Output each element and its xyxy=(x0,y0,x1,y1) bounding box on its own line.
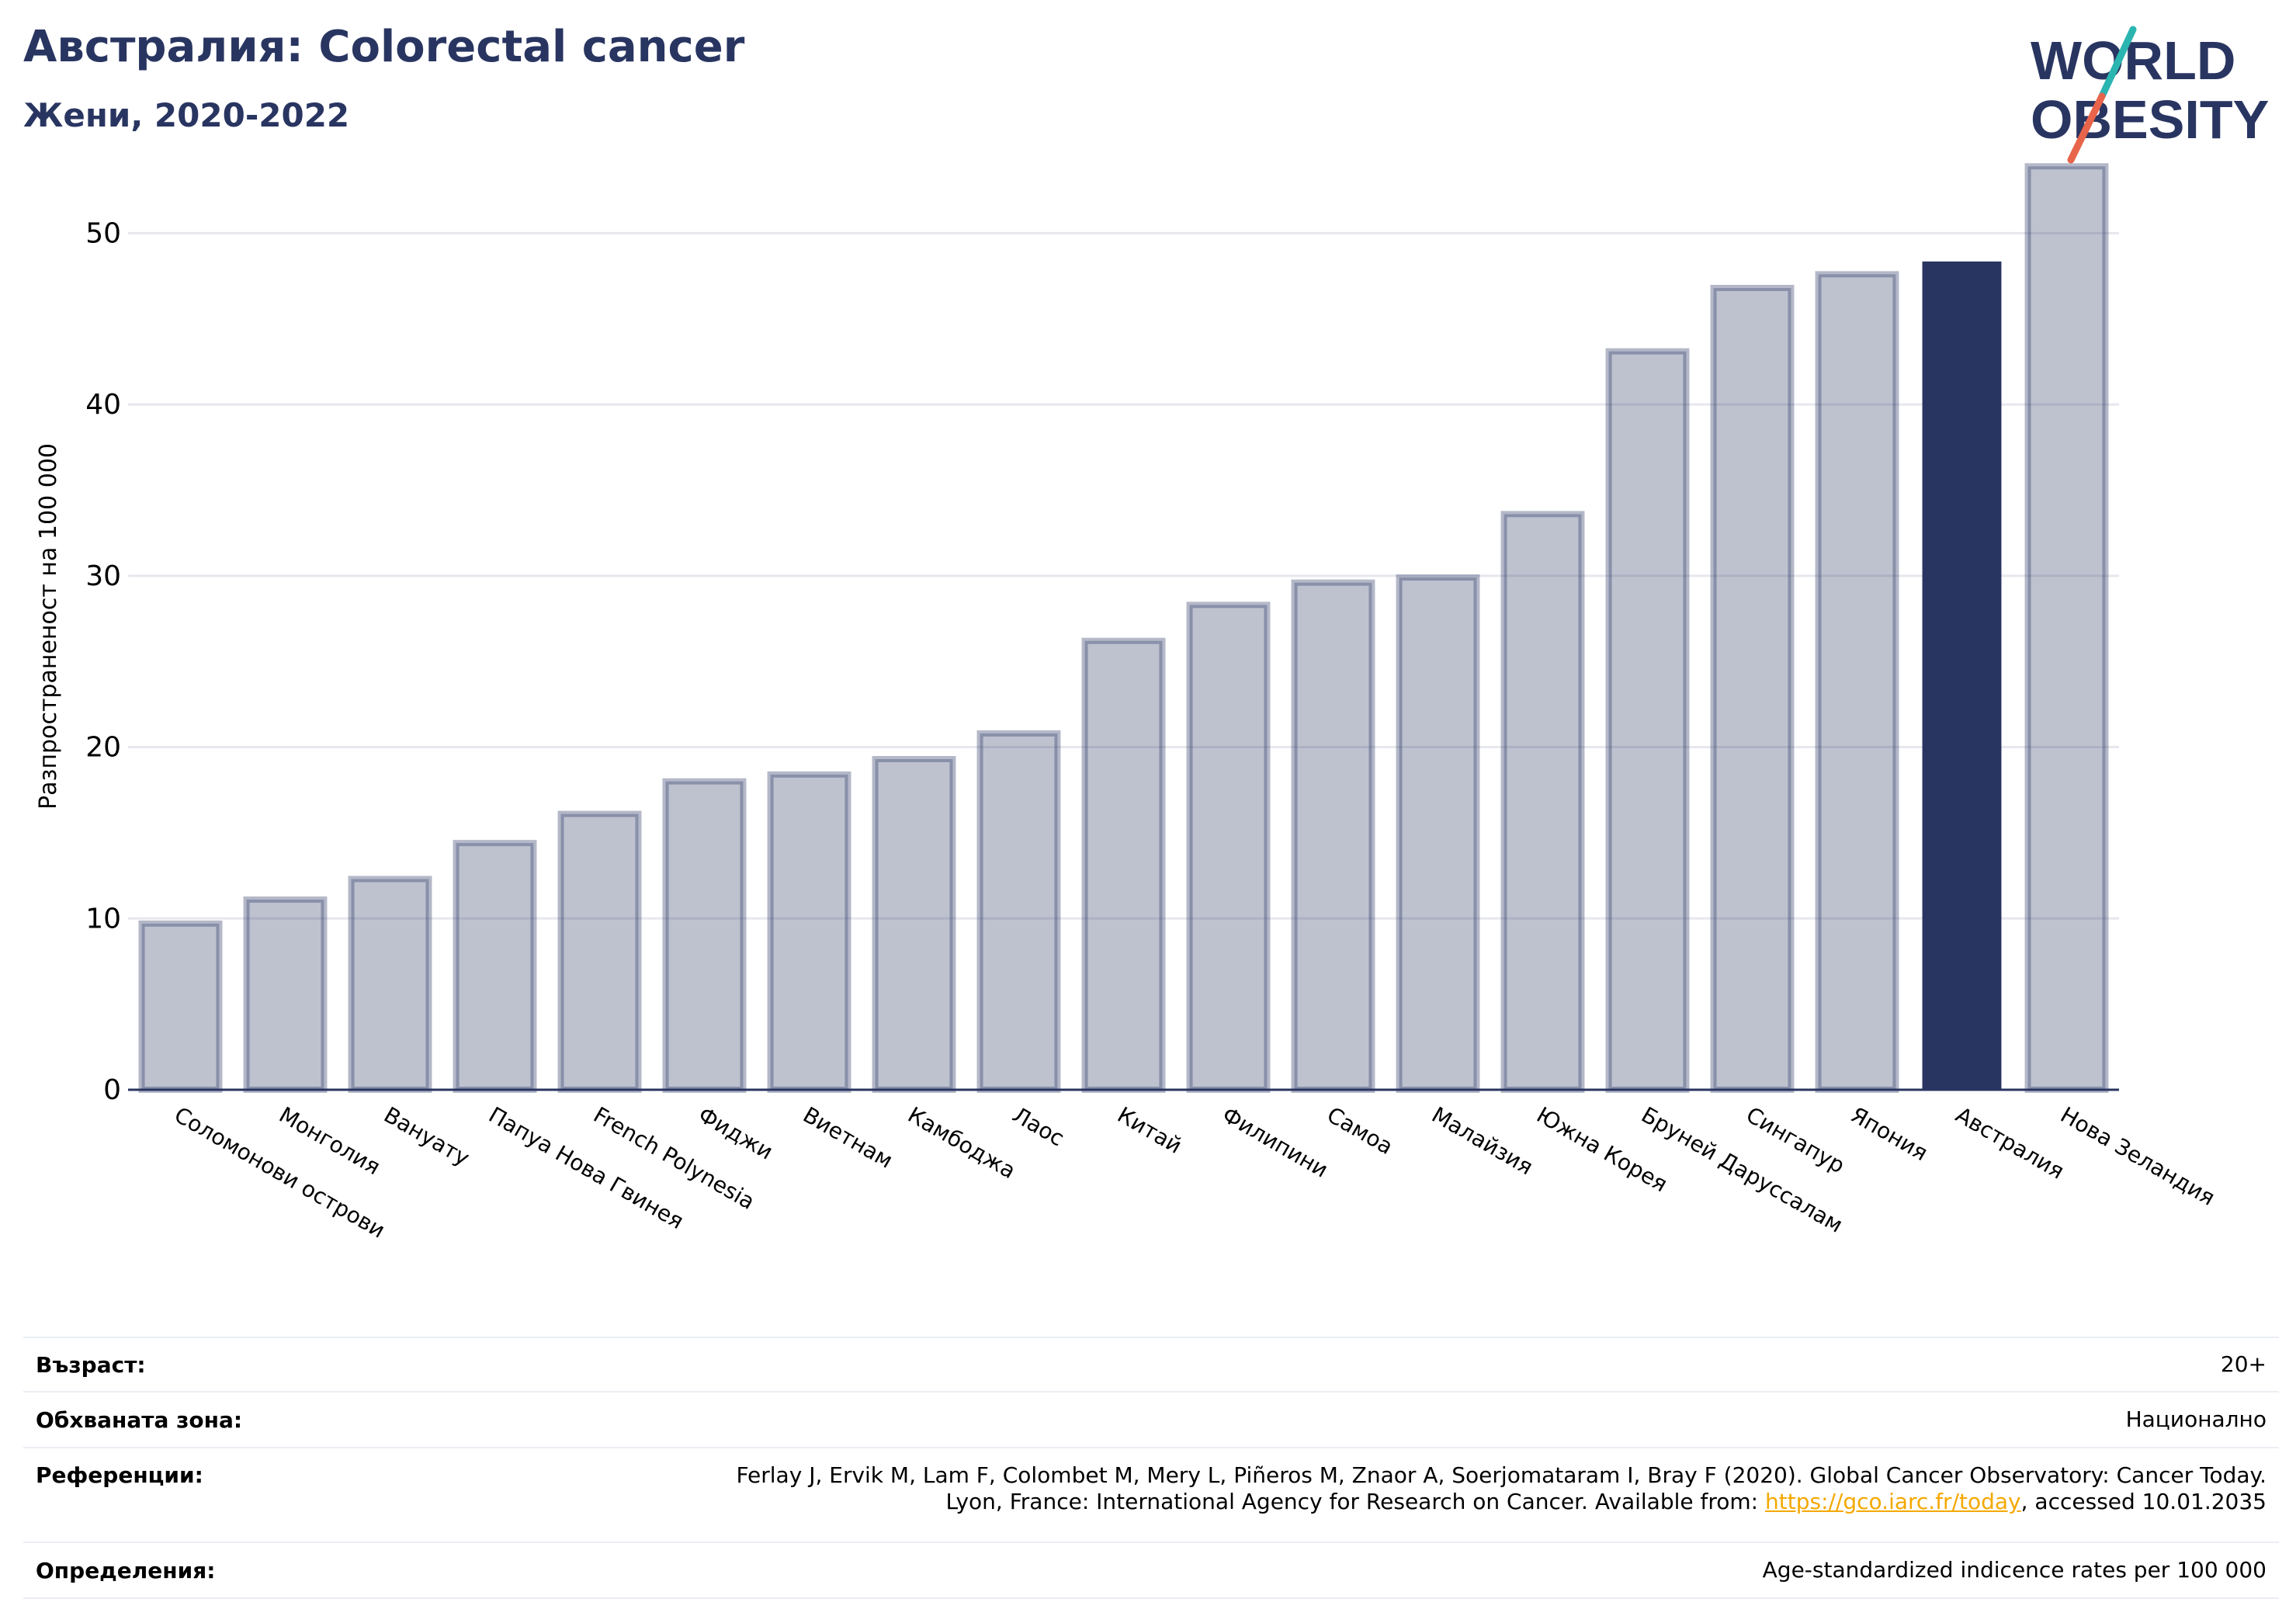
x-tick-label: Папуа Нова Гвинея xyxy=(484,1101,688,1234)
x-tick-label: Вануату xyxy=(380,1101,474,1170)
x-tick-label: Австралия xyxy=(1951,1101,2069,1184)
bar-9 xyxy=(976,730,1061,1093)
bar-2 xyxy=(243,896,328,1093)
bar-1 xyxy=(138,920,223,1093)
bar-11 xyxy=(1186,602,1271,1093)
bar-8 xyxy=(872,755,956,1093)
bar-16 xyxy=(1710,284,1795,1094)
bar-15 xyxy=(1605,348,1690,1093)
bar-5 xyxy=(557,810,642,1094)
y-tick-label: 20 xyxy=(85,732,121,764)
x-tick-label: Фиджи xyxy=(694,1101,778,1164)
y-axis-label: Разпространеност на 100 000 xyxy=(35,443,62,810)
info-table: Възраст: 20+ Обхваната зона: Национално … xyxy=(23,1337,2279,1599)
x-tick-label: Самоа xyxy=(1323,1101,1397,1160)
logo-word-world: WORLD xyxy=(2031,30,2235,91)
info-row-definitions: Определения: Age-standardized indicence … xyxy=(23,1542,2279,1599)
x-tick-label: Китай xyxy=(1113,1101,1186,1158)
info-row-age: Възраст: 20+ xyxy=(23,1337,2279,1392)
bar-6 xyxy=(662,778,747,1093)
y-tick-label: 40 xyxy=(85,389,121,421)
grid-lines xyxy=(128,231,2119,920)
x-tick-label: Филипини xyxy=(1218,1101,1333,1182)
coverage-label: Обхваната зона: xyxy=(23,1391,316,1448)
x-tick-label: Лаос xyxy=(1008,1101,1069,1151)
bar-19 xyxy=(2024,163,2109,1093)
definitions-label: Определения: xyxy=(23,1542,316,1599)
bar-7 xyxy=(767,771,851,1093)
x-tick-label: Камбоджа xyxy=(903,1101,1020,1184)
info-row-references: Референции: Ferlay J, Ervik M, Lam F, Co… xyxy=(23,1447,2279,1543)
bar-14 xyxy=(1500,511,1585,1093)
definitions-value: Age-standardized indicence rates per 100… xyxy=(315,1542,2279,1599)
y-tick-label: 50 xyxy=(85,217,121,249)
bar-3 xyxy=(348,876,432,1094)
page-subtitle: Жени, 2020-2022 xyxy=(23,96,350,134)
info-row-coverage: Обхваната зона: Национално xyxy=(23,1391,2279,1448)
references-line2: Lyon, France: International Agency for R… xyxy=(328,1489,2267,1515)
bars xyxy=(138,163,2109,1094)
references-link[interactable]: https://gco.iarc.fr/today xyxy=(1765,1489,2021,1514)
logo-word-obesity: OBESITY xyxy=(2031,89,2269,150)
bar-12 xyxy=(1291,579,1375,1093)
age-label: Възраст: xyxy=(23,1337,316,1392)
references-label: Референции: xyxy=(23,1447,316,1543)
bar-10 xyxy=(1081,637,1166,1093)
bar-chart: 0 10 20 30 40 50 Соломонови островиМонголияВа… xyxy=(35,163,2219,1243)
age-value: 20+ xyxy=(315,1337,2279,1392)
bar-18 xyxy=(1922,261,2002,1091)
references-line2-prefix: Lyon, France: International Agency for R… xyxy=(945,1489,1765,1514)
y-tick-label: 0 xyxy=(103,1074,121,1106)
references-line1: Ferlay J, Ervik M, Lam F, Colombet M, Me… xyxy=(736,1462,2267,1488)
x-tick-label: Япония xyxy=(1847,1101,1932,1166)
x-tick-label: Малайзия xyxy=(1427,1101,1538,1180)
references-value: Ferlay J, Ervik M, Lam F, Colombet M, Me… xyxy=(315,1447,2279,1543)
references-line2-suffix: , accessed 10.01.2035 xyxy=(2020,1489,2267,1514)
logo-slash-bottom xyxy=(2067,92,2106,164)
coverage-value: Национално xyxy=(315,1391,2279,1448)
world-obesity-logo: WORLD OBESITY xyxy=(2031,26,2269,164)
bar-17 xyxy=(1815,271,1899,1094)
x-tick-label: Виетнам xyxy=(799,1101,897,1173)
y-tick-label: 30 xyxy=(85,560,121,592)
logo-slash-top xyxy=(2098,26,2137,100)
page-title: Австралия: Colorectal cancer xyxy=(23,22,745,72)
y-axis-ticks: 0 10 20 30 40 50 xyxy=(85,217,121,1106)
x-tick-label: Нова Зеландия xyxy=(2056,1101,2219,1210)
bar-13 xyxy=(1396,574,1480,1093)
bar-4 xyxy=(453,840,537,1093)
y-tick-label: 10 xyxy=(85,903,121,935)
